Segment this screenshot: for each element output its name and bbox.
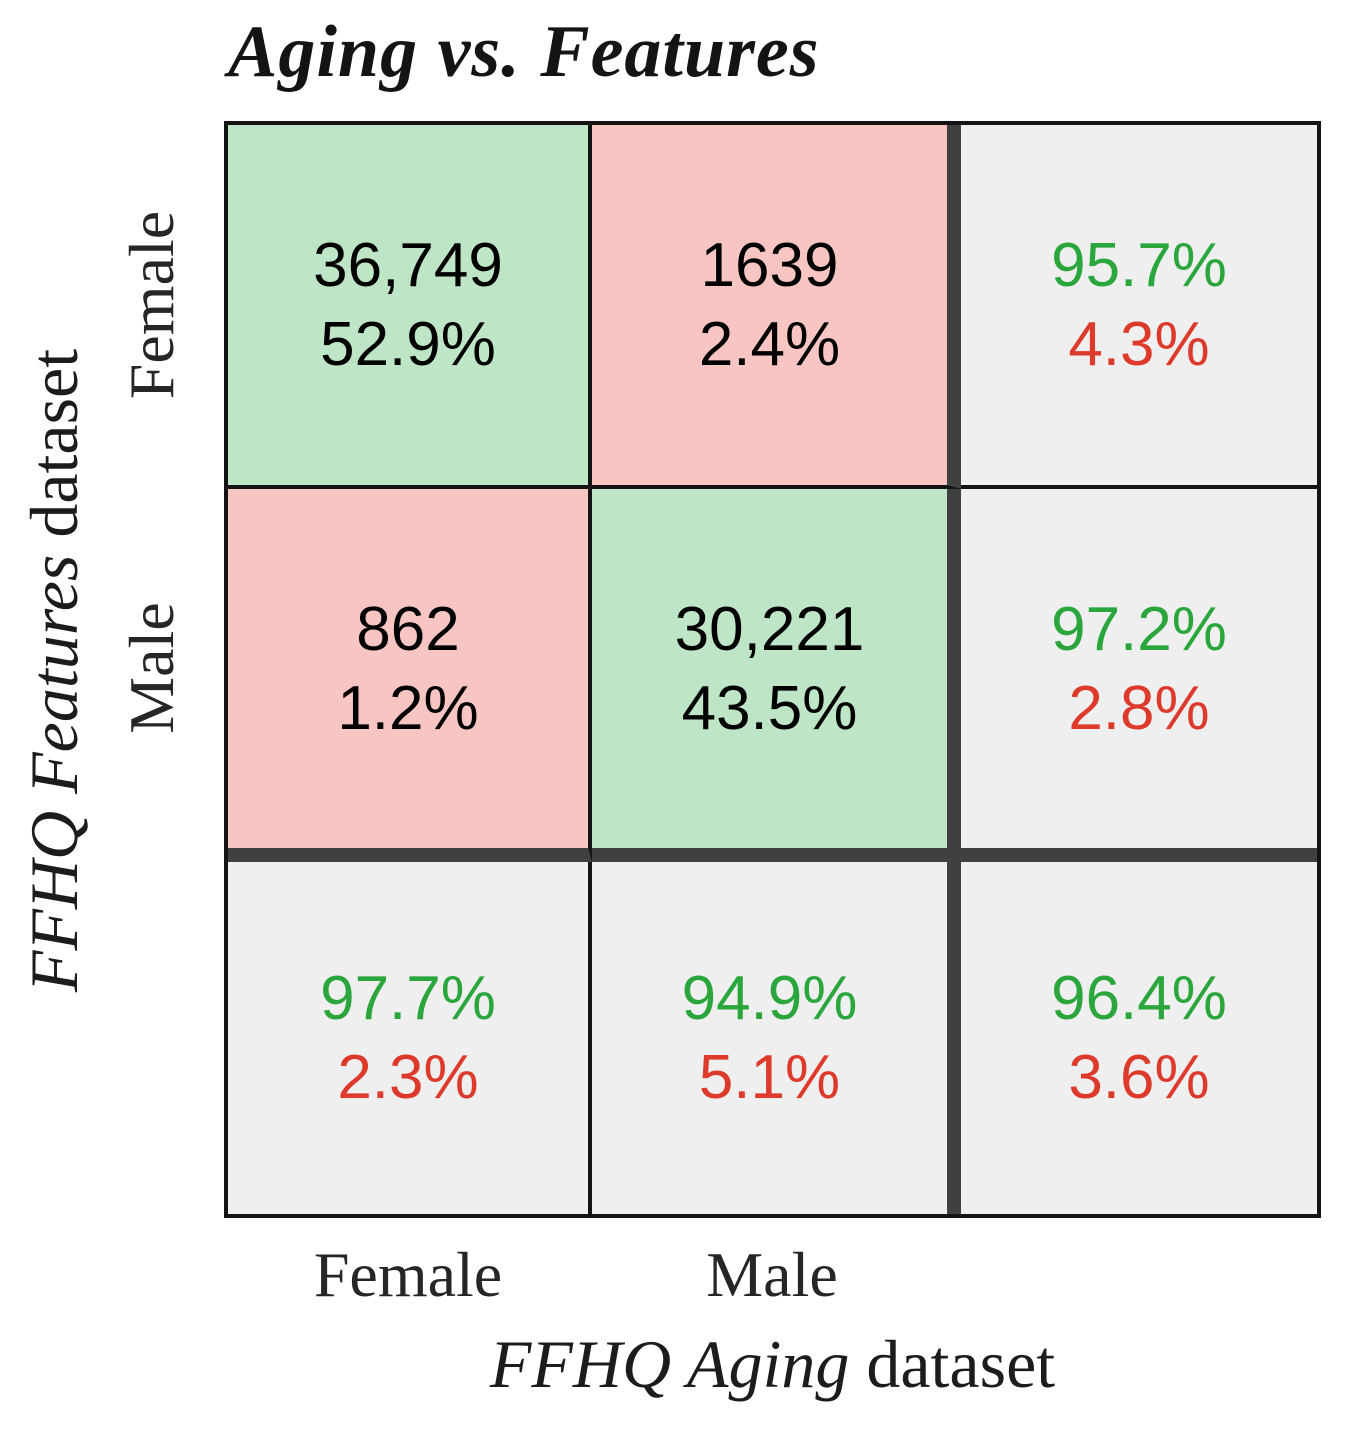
agree-percent: 94.9% [681, 964, 858, 1033]
cell-male-female: 862 1.2% [228, 489, 592, 862]
confusion-matrix-grid: 36,749 52.9% 1639 2.4% 95.7% 4.3% 862 1.… [224, 121, 1321, 1218]
x-tick-female: Female [313, 1239, 503, 1310]
row-summary-male: 97.2% 2.8% [961, 489, 1317, 862]
column-summary-female: 97.7% 2.3% [228, 862, 592, 1214]
disagree-percent: 2.8% [1068, 673, 1210, 743]
cell-count: 1639 [700, 231, 839, 300]
agree-percent: 97.7% [320, 964, 496, 1033]
cell-percent: 1.2% [337, 673, 479, 743]
cell-percent: 2.4% [698, 310, 841, 379]
cell-female-female: 36,749 52.9% [228, 125, 592, 489]
column-summary-male: 94.9% 5.1% [592, 862, 961, 1214]
disagree-percent: 5.1% [698, 1043, 841, 1112]
disagree-percent: 4.3% [1068, 310, 1210, 379]
y-tick-label: Female [116, 210, 187, 400]
row-summary-female: 95.7% 4.3% [961, 125, 1317, 489]
x-axis-label-regular: dataset [866, 1326, 1056, 1402]
disagree-percent: 3.6% [1068, 1043, 1210, 1112]
cell-percent: 52.9% [320, 310, 496, 379]
y-tick-male: Male [92, 518, 212, 818]
y-axis-label: FFHQ Features dataset [0, 320, 110, 1020]
agree-percent: 95.7% [1051, 231, 1227, 300]
x-axis-label: FFHQ Aging dataset [224, 1325, 1321, 1404]
cell-male-male: 30,221 43.5% [592, 489, 961, 862]
cell-percent: 43.5% [681, 673, 858, 743]
x-axis-label-italic: FFHQ Aging [489, 1326, 850, 1402]
x-tick-male: Male [706, 1239, 838, 1310]
cell-count: 862 [356, 594, 460, 664]
y-axis-label-italic: FFHQ Features [16, 554, 93, 992]
cell-count: 30,221 [674, 594, 865, 664]
agree-percent: 96.4% [1051, 964, 1227, 1033]
cell-female-male: 1639 2.4% [592, 125, 961, 489]
disagree-percent: 2.3% [337, 1043, 479, 1112]
y-tick-label: Male [116, 602, 187, 734]
overall-summary: 96.4% 3.6% [961, 862, 1317, 1214]
y-tick-female: Female [92, 155, 212, 455]
agree-percent: 97.2% [1051, 594, 1227, 664]
chart-title: Aging vs. Features [228, 11, 820, 93]
cell-count: 36,749 [313, 231, 503, 300]
y-axis-label-regular: dataset [16, 348, 93, 538]
